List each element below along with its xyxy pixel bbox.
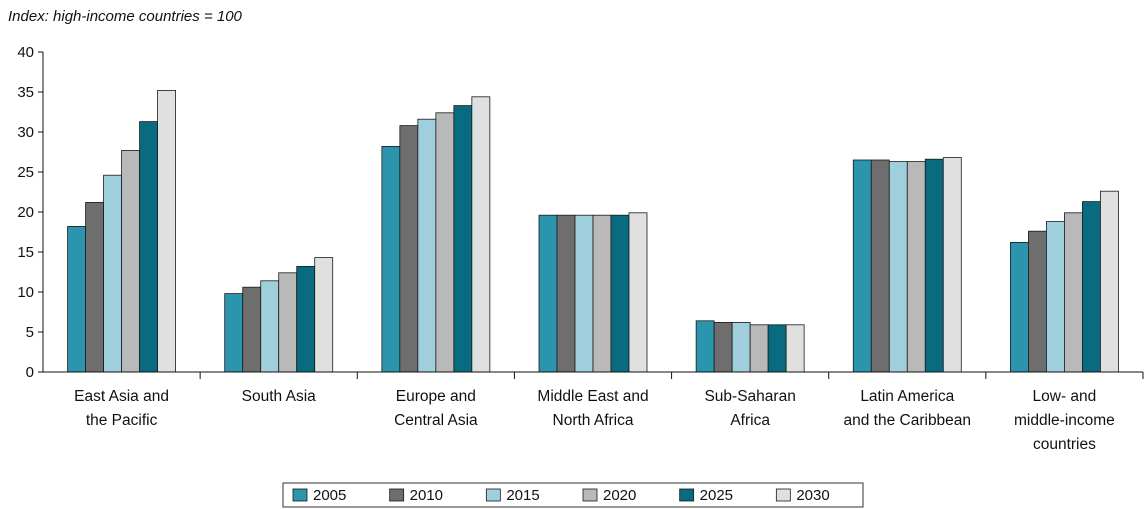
- bar-2010-cat-6: [1028, 230, 1047, 373]
- bar-2010-cat-0: [85, 201, 104, 373]
- bar-2020-cat-3: [592, 214, 612, 373]
- bar-2020-cat-5: [906, 161, 926, 373]
- x-category-label: Europe and: [396, 388, 476, 405]
- x-category-label: middle-income: [1014, 412, 1115, 429]
- axes-group: 0 5 10 15 20 25 30 35 40 East Asia and the Pacific…: [17, 44, 1144, 453]
- bar-2015-cat-0: [103, 174, 122, 373]
- y-tick-label: 0: [26, 364, 34, 381]
- bar-2030-cat-3: [628, 212, 648, 373]
- legend: 2005 2010 2015 2020 2025 2030: [282, 482, 864, 508]
- legend-label: 2030: [796, 487, 829, 504]
- bar-2025-cat-3: [610, 214, 630, 373]
- bar-2010-cat-4: [713, 321, 733, 373]
- bar-2025-cat-1: [296, 265, 316, 373]
- bar-2025-cat-5: [924, 158, 944, 373]
- bar-2025-cat-2: [453, 105, 473, 373]
- y-tick-label: 35: [17, 84, 34, 101]
- y-tick-label: 40: [17, 44, 34, 61]
- chart-subtitle: Index: high-income countries = 100: [8, 8, 242, 25]
- y-tick-label: 20: [17, 204, 34, 221]
- bar-2005-cat-2: [381, 145, 401, 373]
- legend-label: 2005: [313, 487, 346, 504]
- legend-label: 2020: [603, 487, 636, 504]
- bar-2010-cat-3: [556, 214, 576, 373]
- bars-group: [67, 90, 1119, 373]
- y-tick-label: 25: [17, 164, 34, 181]
- bar-2020-cat-1: [278, 272, 298, 373]
- x-category-label: Africa: [730, 412, 770, 429]
- bar-2015-cat-3: [574, 214, 594, 373]
- legend-swatch-2015: [485, 488, 501, 502]
- bar-2010-cat-2: [399, 125, 419, 373]
- bar-2005-cat-6: [1010, 241, 1029, 373]
- x-category-label: Central Asia: [394, 412, 478, 429]
- x-category-label: countries: [1033, 436, 1096, 453]
- bar-2025-cat-4: [767, 324, 787, 373]
- bar-2010-cat-1: [242, 286, 262, 373]
- bar-2015-cat-4: [731, 321, 751, 373]
- legend-label: 2025: [700, 487, 733, 504]
- x-category-label: the Pacific: [86, 412, 158, 429]
- legend-label: 2010: [410, 487, 443, 504]
- legend-label: 2015: [506, 487, 539, 504]
- bar-2030-cat-5: [942, 157, 962, 373]
- bar-2020-cat-6: [1064, 212, 1083, 373]
- legend-swatch-2025: [679, 488, 695, 502]
- x-category-label: East Asia and: [74, 388, 169, 405]
- x-category-label: North Africa: [553, 412, 634, 429]
- bar-2020-cat-2: [435, 112, 455, 373]
- bar-2030-cat-4: [785, 324, 805, 373]
- y-tick-label: 15: [17, 244, 34, 261]
- x-category-label: Middle East and: [537, 388, 648, 405]
- legend-swatch-2020: [582, 488, 598, 502]
- legend-swatch-2030: [775, 488, 791, 502]
- bar-2030-cat-1: [314, 257, 334, 373]
- bar-2030-cat-6: [1100, 190, 1119, 373]
- x-category-label: Low- and: [1033, 388, 1097, 405]
- bar-2015-cat-1: [260, 280, 280, 373]
- bar-2030-cat-0: [157, 90, 176, 373]
- bar-2005-cat-4: [695, 320, 715, 373]
- x-category-label: Sub-Saharan: [704, 388, 795, 405]
- x-category-label: and the Caribbean: [844, 412, 972, 429]
- bar-2015-cat-6: [1046, 221, 1065, 373]
- bar-2010-cat-5: [870, 159, 890, 373]
- y-tick-label: 10: [17, 284, 34, 301]
- y-tick-label: 30: [17, 124, 34, 141]
- x-category-label: Latin America: [860, 388, 954, 405]
- bar-2025-cat-0: [139, 121, 158, 373]
- y-tick-label: 5: [26, 324, 34, 341]
- bar-2015-cat-5: [888, 161, 908, 373]
- legend-box: [282, 482, 864, 508]
- x-category-label: South Asia: [242, 388, 316, 405]
- bar-2005-cat-1: [224, 293, 244, 373]
- legend-swatch-2010: [389, 488, 405, 502]
- bar-2030-cat-2: [471, 96, 491, 373]
- bar-2005-cat-0: [67, 225, 86, 373]
- bar-2005-cat-5: [852, 159, 872, 373]
- legend-swatch-2005: [292, 488, 308, 502]
- bar-2005-cat-3: [538, 214, 558, 373]
- bar-2015-cat-2: [417, 118, 437, 373]
- bar-2020-cat-0: [121, 149, 140, 373]
- bar-2025-cat-6: [1082, 201, 1101, 373]
- bar-2020-cat-4: [749, 324, 769, 373]
